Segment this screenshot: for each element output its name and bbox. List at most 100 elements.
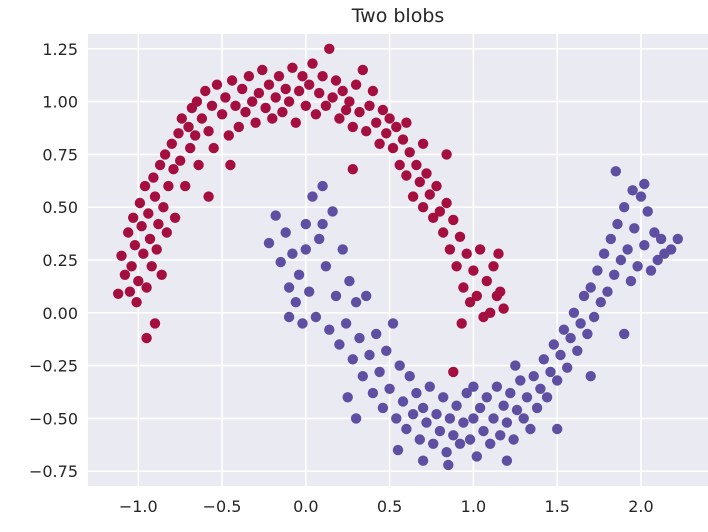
- data-point: [384, 113, 395, 124]
- data-point: [203, 126, 214, 137]
- data-point: [417, 138, 429, 149]
- data-point: [528, 371, 539, 382]
- data-point: [468, 265, 479, 276]
- data-point: [632, 261, 643, 272]
- data-point: [495, 286, 506, 297]
- data-point: [149, 191, 161, 202]
- data-point: [552, 375, 563, 386]
- data-point: [381, 128, 392, 139]
- data-point: [548, 339, 559, 350]
- data-point: [458, 417, 469, 428]
- data-point: [180, 180, 191, 192]
- data-point: [558, 324, 570, 335]
- data-point: [505, 387, 516, 399]
- data-point: [488, 413, 499, 424]
- data-point: [444, 413, 456, 424]
- data-point: [283, 311, 295, 323]
- data-point: [538, 354, 549, 365]
- data-point: [458, 282, 469, 293]
- data-point: [434, 425, 446, 437]
- data-point: [565, 332, 576, 344]
- data-point: [639, 240, 650, 251]
- data-point: [595, 297, 606, 308]
- data-point: [173, 128, 184, 139]
- data-point: [320, 100, 332, 112]
- data-point: [464, 297, 476, 308]
- data-point: [407, 191, 419, 202]
- data-point: [531, 402, 543, 414]
- data-point: [605, 233, 616, 245]
- data-point: [270, 210, 281, 221]
- data-point: [397, 396, 409, 407]
- data-point: [610, 166, 621, 177]
- data-point: [153, 218, 164, 230]
- data-point: [397, 134, 409, 145]
- data-point: [183, 121, 194, 133]
- data-point: [211, 79, 223, 90]
- data-point: [428, 212, 439, 223]
- data-point: [392, 444, 404, 456]
- data-point: [481, 392, 492, 403]
- data-point: [578, 290, 590, 302]
- data-point: [501, 417, 513, 428]
- y-tick-label: −0.25: [29, 357, 78, 376]
- data-point: [501, 455, 513, 466]
- data-point: [154, 159, 166, 171]
- data-point: [421, 417, 432, 428]
- data-point: [498, 400, 509, 411]
- y-axis-ticks: 1.25 1.00 0.75 0.50 0.25 0.00 −0.25 −0.50 −0.75: [29, 40, 78, 481]
- data-point: [545, 366, 556, 378]
- data-point: [627, 185, 638, 196]
- data-point: [374, 138, 385, 149]
- data-point: [283, 282, 295, 293]
- data-point: [280, 227, 291, 238]
- data-point: [598, 248, 610, 259]
- y-tick-label: 1.25: [42, 40, 78, 59]
- data-point: [300, 244, 311, 255]
- data-point: [417, 402, 429, 414]
- data-point: [448, 366, 459, 378]
- data-point: [488, 261, 499, 272]
- data-point: [293, 269, 305, 280]
- data-point: [411, 159, 422, 171]
- data-point: [493, 248, 504, 259]
- x-tick-label: −0.5: [203, 497, 242, 516]
- data-point: [247, 96, 258, 107]
- data-point: [263, 79, 275, 90]
- y-tick-label: 0.50: [42, 198, 78, 217]
- data-point: [568, 307, 580, 318]
- data-point: [131, 297, 142, 308]
- data-point: [468, 381, 479, 392]
- data-point: [582, 328, 593, 340]
- data-point: [159, 149, 171, 160]
- data-point: [200, 85, 211, 97]
- data-point: [327, 206, 338, 217]
- data-point: [253, 87, 265, 99]
- data-point: [361, 126, 372, 137]
- data-point: [377, 104, 389, 116]
- x-tick-label: 1.0: [461, 497, 486, 516]
- data-point: [191, 96, 203, 107]
- data-point: [354, 332, 365, 344]
- data-point: [138, 248, 149, 259]
- data-point: [185, 142, 196, 154]
- data-point: [518, 413, 529, 424]
- data-point: [141, 332, 152, 344]
- data-point: [474, 244, 486, 255]
- data-point: [141, 282, 152, 293]
- data-point: [394, 360, 405, 371]
- data-point: [314, 233, 325, 245]
- data-point: [585, 282, 596, 293]
- data-point: [344, 275, 355, 287]
- data-point: [515, 375, 526, 386]
- data-point: [391, 413, 402, 424]
- data-point: [144, 233, 156, 245]
- data-point: [535, 383, 546, 394]
- data-point: [407, 409, 419, 420]
- data-point: [485, 438, 496, 449]
- data-point: [196, 113, 208, 124]
- data-point: [126, 261, 137, 272]
- data-point: [350, 297, 362, 308]
- data-point: [216, 109, 228, 120]
- data-point: [233, 121, 244, 133]
